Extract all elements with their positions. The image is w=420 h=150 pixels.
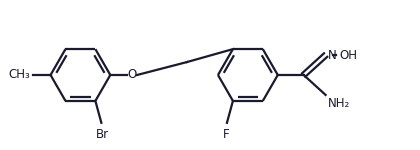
Text: Br: Br [96, 128, 109, 141]
Text: NH₂: NH₂ [328, 97, 350, 110]
Text: OH: OH [340, 49, 357, 62]
Text: N: N [328, 49, 336, 62]
Text: O: O [128, 69, 137, 81]
Text: CH₃: CH₃ [8, 69, 30, 81]
Text: F: F [223, 128, 229, 141]
